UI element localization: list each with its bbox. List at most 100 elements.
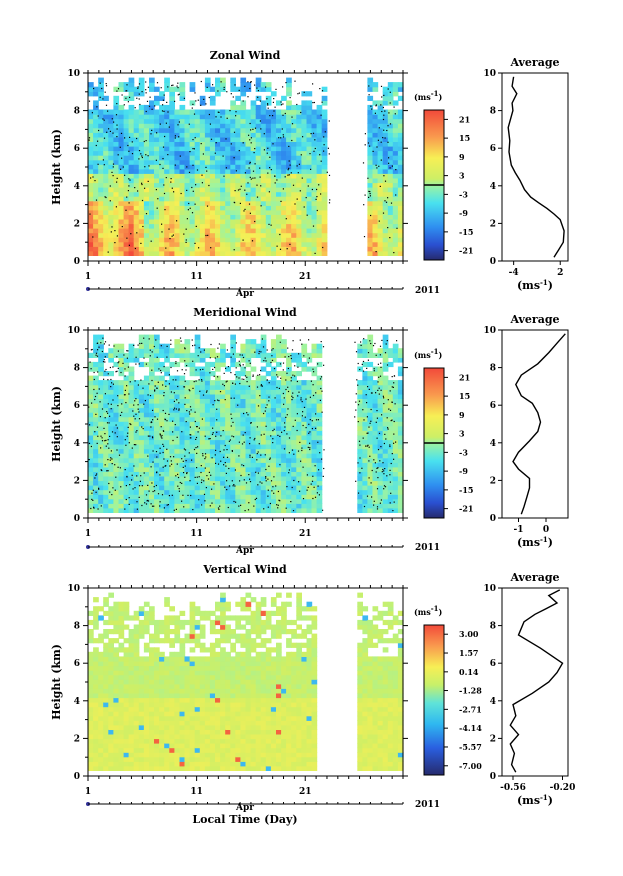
heat-cell (204, 223, 211, 229)
heat-cell (174, 145, 181, 152)
heat-cell (93, 361, 99, 368)
heat-cell (235, 155, 241, 161)
heat-cell (164, 462, 170, 468)
heat-cell (377, 416, 384, 422)
contour-dot (292, 184, 295, 186)
colorbar-tick-label: -21 (459, 246, 473, 256)
heat-cell (397, 95, 404, 101)
heat-cell (230, 109, 236, 115)
contour-dot (389, 91, 391, 93)
heat-cell (235, 191, 241, 197)
heat-cell (255, 453, 262, 459)
heat-cell (250, 466, 257, 472)
heat-cell (225, 412, 231, 418)
heat-cell (215, 136, 221, 142)
heat-cell (245, 357, 252, 363)
heat-cell (98, 214, 104, 220)
heat-cell (397, 425, 404, 431)
heat-cell (392, 398, 399, 404)
heat-cell (179, 141, 186, 147)
heat-cell (270, 91, 277, 97)
heat-cell (220, 416, 226, 422)
heat-cell (260, 348, 267, 354)
heat-cell (204, 173, 211, 179)
heat-cell (291, 223, 297, 229)
heat-cell (377, 132, 384, 138)
heat-cell (133, 86, 140, 92)
contour-dot (322, 246, 324, 249)
heat-cell (286, 352, 292, 358)
heat-cell (377, 498, 384, 504)
heat-cell (387, 348, 394, 354)
heat-cell (230, 100, 236, 106)
heat-cell (245, 462, 252, 468)
heat-cell (123, 246, 130, 252)
heat-cell (382, 343, 389, 349)
heat-cell (291, 218, 297, 225)
heat-cell (154, 214, 160, 220)
heat-cell (382, 352, 389, 358)
heat-cell (204, 164, 211, 170)
contour-dot (137, 87, 139, 89)
contour-dot (138, 150, 141, 152)
contour-dot (145, 154, 147, 156)
heat-cell (143, 489, 150, 495)
heat-cell (169, 187, 175, 193)
contour-dot (374, 112, 376, 114)
heat-cell (143, 173, 150, 179)
heat-cell (93, 375, 99, 381)
heat-cell (189, 159, 196, 165)
heat-cell (113, 95, 120, 101)
contour-dot (226, 117, 228, 119)
heat-cell (367, 196, 374, 202)
heat-cell (194, 453, 201, 459)
contour-dot (184, 380, 186, 382)
heat-cell (133, 109, 140, 115)
heat-cell (382, 136, 389, 142)
contour-dot (299, 441, 301, 443)
heat-cell (276, 389, 282, 395)
heat-cell (255, 398, 262, 404)
heat-cell (189, 453, 196, 459)
heat-cell (108, 232, 114, 238)
heat-cell (362, 352, 369, 358)
heat-cell (276, 177, 282, 184)
heat-cell (103, 164, 109, 170)
heat-cell (230, 196, 236, 202)
heat-cell (204, 366, 211, 372)
heat-cell (245, 141, 252, 147)
heat-cell (103, 218, 109, 225)
heat-cell (260, 145, 267, 152)
heat-cell (397, 237, 404, 243)
heat-cell (159, 375, 165, 381)
contour-dot (296, 429, 298, 432)
contour-dot (272, 101, 274, 103)
contour-dot (372, 345, 375, 347)
heat-cell (189, 412, 196, 418)
contour-dot (96, 426, 99, 428)
heat-cell (194, 475, 201, 482)
heat-cell (215, 457, 221, 463)
contour-dot (256, 426, 258, 428)
heat-cell (291, 434, 297, 441)
heat-cell (159, 352, 165, 358)
heat-cell (143, 127, 150, 133)
heat-cell (296, 462, 302, 468)
heat-cell (230, 425, 236, 431)
contour-dot (274, 182, 276, 184)
heat-cell (301, 453, 308, 459)
heat-cell (377, 237, 384, 243)
contour-dot (108, 482, 110, 485)
heat-cell (291, 398, 297, 404)
heat-cell (240, 177, 247, 184)
heat-cell (306, 118, 313, 124)
heat-cell (215, 86, 221, 92)
heat-cell (143, 384, 150, 390)
heat-cell (108, 123, 114, 129)
heat-cell (362, 503, 369, 509)
heat-cell (362, 453, 369, 459)
heat-cell (291, 127, 297, 133)
heat-cell (123, 489, 130, 495)
heat-cell (113, 389, 120, 395)
heat-cell (103, 145, 109, 152)
